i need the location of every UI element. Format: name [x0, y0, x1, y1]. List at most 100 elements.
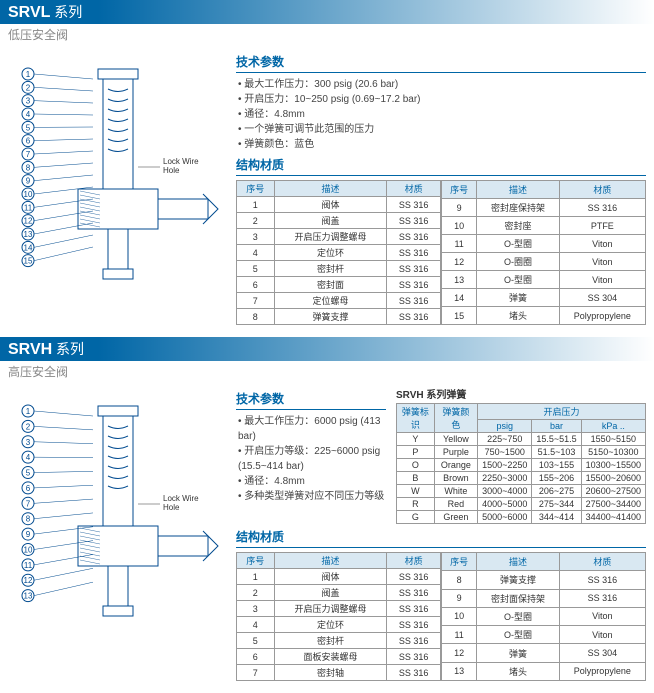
table-header: 材质: [559, 553, 645, 571]
srvl-subtitle: 低压安全阀: [0, 24, 654, 45]
table-header: 描述: [274, 181, 387, 197]
spec-item: 开启压力：10~250 psig (0.69~17.2 bar): [238, 92, 646, 107]
svg-text:5: 5: [26, 469, 31, 478]
srvh-spec-list: 最大工作压力：6000 psig (413 bar)开启压力等级：225~600…: [236, 414, 386, 504]
mat-heading: 结构材质: [236, 156, 646, 176]
spec-item: 通径：4.8mm: [238, 474, 386, 489]
table-row: 4定位环SS 316: [237, 245, 441, 261]
table-row: 9密封面保持架SS 316: [442, 589, 646, 607]
table-row: 3开启压力调整螺母SS 316: [237, 601, 441, 617]
spec-heading: 技术参数: [236, 53, 646, 73]
table-row: 11O-型圈Viton: [442, 235, 646, 253]
table-row: 5密封杆SS 316: [237, 261, 441, 277]
table-row: 5密封杆SS 316: [237, 633, 441, 649]
table-row: 9密封座保持架SS 316: [442, 199, 646, 217]
svg-text:11: 11: [24, 203, 33, 212]
svg-text:14: 14: [24, 243, 33, 252]
table-header: 材质: [387, 181, 441, 197]
table-row: 1阀体SS 316: [237, 569, 441, 585]
table-row: OOrange1500~2250103~15510300~15500: [397, 459, 646, 472]
table-row: BBrown2250~3000155~20615500~20600: [397, 472, 646, 485]
spec-item: 最大工作压力：300 psig (20.6 bar): [238, 77, 646, 92]
table-row: 14弹簧SS 304: [442, 289, 646, 307]
table-row: 3开启压力调整螺母SS 316: [237, 229, 441, 245]
spring-table-title: SRVH 系列弹簧: [396, 386, 646, 401]
srvl-diagram: Lock WireHole123456789101112131415: [8, 49, 228, 289]
srvh-suffix: 系列: [52, 341, 84, 357]
svg-text:11: 11: [24, 561, 33, 570]
svg-text:Lock WireHole: Lock WireHole: [163, 494, 199, 512]
table-row: 7密封轴SS 316: [237, 665, 441, 681]
table-row: 1阀体SS 316: [237, 197, 441, 213]
spec-item: 弹簧颜色：蓝色: [238, 137, 646, 152]
table-header: 材质: [387, 553, 441, 569]
table-row: WWhite3000~4000206~27520600~27500: [397, 485, 646, 498]
svg-text:8: 8: [26, 515, 31, 524]
table-row: 2阀盖SS 316: [237, 213, 441, 229]
srvh-title: SRVH: [8, 341, 52, 358]
srvl-material-tables: 序号描述材质1阀体SS 3162阀盖SS 3163开启压力调整螺母SS 3164…: [236, 180, 646, 325]
material-table-left: 序号描述材质1阀体SS 3162阀盖SS 3163开启压力调整螺母SS 3164…: [236, 552, 441, 681]
svg-text:13: 13: [24, 230, 33, 239]
svg-text:3: 3: [26, 97, 31, 106]
table-header: 材质: [559, 181, 645, 199]
svg-text:10: 10: [24, 190, 33, 199]
table-row: GGreen5000~6000344~41434400~41400: [397, 511, 646, 524]
table-row: 7定位螺母SS 316: [237, 293, 441, 309]
table-row: RRed4000~5000275~34427500~34400: [397, 498, 646, 511]
table-row: 6面板安装螺母SS 316: [237, 649, 441, 665]
svg-text:15: 15: [24, 257, 33, 266]
spec-item: 一个弹簧可调节此范围的压力: [238, 122, 646, 137]
srvh-diagram: Lock WireHole12345678910111213: [8, 386, 228, 626]
svg-text:10: 10: [24, 545, 33, 554]
svg-text:6: 6: [26, 137, 31, 146]
svg-text:12: 12: [24, 576, 33, 585]
srvh-material-tables: 序号描述材质1阀体SS 3162阀盖SS 3163开启压力调整螺母SS 3164…: [236, 552, 646, 681]
table-row: 12弹簧SS 304: [442, 644, 646, 662]
svg-text:4: 4: [26, 110, 31, 119]
svg-text:12: 12: [24, 217, 33, 226]
table-row: 15堵头Polypropylene: [442, 307, 646, 325]
table-row: 10O-型圈Viton: [442, 607, 646, 625]
svg-text:5: 5: [26, 123, 31, 132]
svg-text:1: 1: [26, 70, 31, 79]
material-table-left: 序号描述材质1阀体SS 3162阀盖SS 3163开启压力调整螺母SS 3164…: [236, 180, 441, 325]
srvl-spec-list: 最大工作压力：300 psig (20.6 bar)开启压力：10~250 ps…: [236, 77, 646, 152]
svg-text:9: 9: [26, 530, 31, 539]
table-row: PPurple750~150051.5~1035150~10300: [397, 446, 646, 459]
spec-item: 多种类型弹簧对应不同压力等级: [238, 489, 386, 504]
table-row: 4定位环SS 316: [237, 617, 441, 633]
spec-item: 最大工作压力：6000 psig (413 bar): [238, 414, 386, 444]
svg-text:2: 2: [26, 422, 31, 431]
srvh-header: SRVH 系列: [0, 337, 654, 361]
table-header: 序号: [237, 553, 275, 569]
svg-text:2: 2: [26, 83, 31, 92]
svg-text:6: 6: [26, 484, 31, 493]
srvh-subtitle: 高压安全阀: [0, 361, 654, 382]
table-row: 2阀盖SS 316: [237, 585, 441, 601]
spring-table: 弹簧标识弹簧颜色开启压力psigbarkPa ..YYellow225~7501…: [396, 403, 646, 524]
table-header: 序号: [442, 181, 477, 199]
table-row: 13O-型圈Viton: [442, 271, 646, 289]
table-row: YYellow225~75015.5~51.51550~5150: [397, 433, 646, 446]
table-row: 8弹簧支撑SS 316: [237, 309, 441, 325]
table-header: 序号: [237, 181, 275, 197]
svg-text:7: 7: [26, 499, 31, 508]
table-row: 10密封座PTFE: [442, 217, 646, 235]
svg-text:Lock WireHole: Lock WireHole: [163, 157, 199, 175]
svg-text:13: 13: [24, 592, 33, 601]
table-row: 11O-型圈Viton: [442, 626, 646, 644]
svg-text:4: 4: [26, 453, 31, 462]
table-header: 序号: [442, 553, 477, 571]
material-table-right: 序号描述材质9密封座保持架SS 31610密封座PTFE11O-型圈Viton1…: [441, 180, 646, 325]
table-header: 描述: [477, 553, 559, 571]
table-row: 12O-圈圈Viton: [442, 253, 646, 271]
srvl-header: SRVL 系列: [0, 0, 654, 24]
srvl-section: SRVL 系列 低压安全阀 Lock WireHole1234567891011…: [0, 0, 654, 329]
srvl-title: SRVL: [8, 4, 50, 21]
table-header: 描述: [477, 181, 559, 199]
svg-text:3: 3: [26, 438, 31, 447]
spec-item: 开启压力等级：225~6000 psig (15.5~414 bar): [238, 444, 386, 474]
svg-text:9: 9: [26, 177, 31, 186]
spec-item: 通径：4.8mm: [238, 107, 646, 122]
